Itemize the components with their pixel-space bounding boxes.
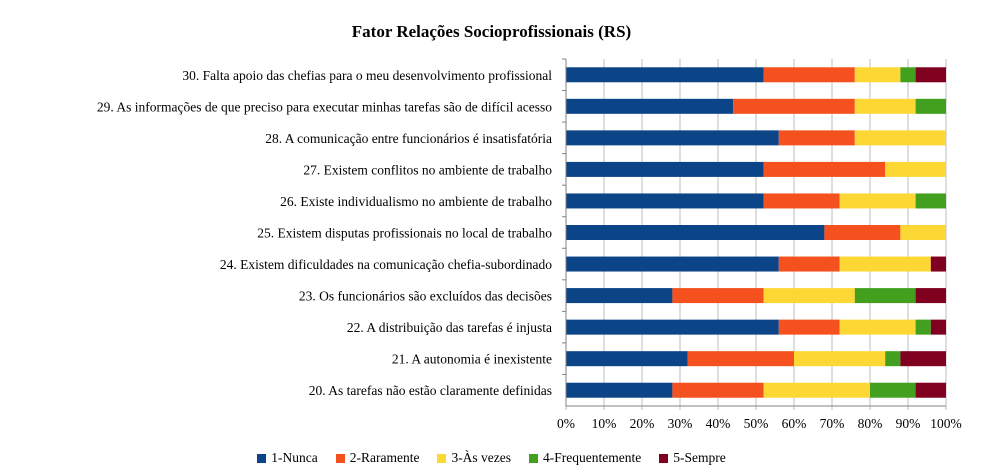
bar-segment	[854, 288, 916, 304]
legend-item: 2-Raramente	[335, 450, 420, 466]
bar-segment	[687, 351, 794, 367]
legend-item: 3-Às vezes	[437, 450, 511, 466]
x-tick-label: 80%	[858, 416, 883, 431]
x-tick-label: 10%	[592, 416, 617, 431]
bar-segment	[566, 225, 825, 240]
legend-swatch	[335, 453, 345, 463]
legend-label: 4-Frequentemente	[543, 450, 642, 465]
bar-segment	[778, 319, 840, 335]
bar-segment	[870, 382, 916, 398]
category-label: 24. Existem dificuldades na comunicação …	[220, 257, 552, 272]
bar-segment	[566, 288, 673, 304]
bar-segment	[839, 319, 916, 335]
bar-segment	[854, 130, 946, 146]
legend-swatch	[257, 453, 267, 463]
category-label: 26. Existe individualismo no ambiente de…	[280, 194, 552, 209]
x-tick-label: 60%	[782, 416, 807, 431]
bar-segment	[930, 256, 946, 272]
legend-item: 1-Nunca	[257, 450, 318, 466]
x-tick-label: 100%	[930, 416, 962, 431]
bar-segment	[566, 67, 764, 83]
category-label: 23. Os funcionários são excluídos das de…	[299, 289, 552, 304]
x-tick-label: 40%	[706, 416, 731, 431]
bar-segment	[763, 67, 855, 83]
category-label: 28. A comunicação entre funcionários é i…	[265, 131, 552, 146]
bar-segment	[763, 288, 855, 304]
x-tick-label: 30%	[668, 416, 693, 431]
bar-segment	[900, 351, 946, 367]
bar-segment	[824, 225, 901, 240]
category-label: 30. Falta apoio das chefias para o meu d…	[182, 68, 552, 83]
x-tick-label: 90%	[896, 416, 921, 431]
x-tick-label: 70%	[820, 416, 845, 431]
category-label: 21. A autonomia é inexistente	[392, 352, 552, 367]
bar-segment	[778, 256, 840, 272]
legend-swatch	[659, 453, 669, 463]
bar-segment	[915, 319, 931, 335]
category-label: 20. As tarefas não estão claramente defi…	[309, 383, 552, 398]
bar-segment	[854, 67, 901, 83]
legend-label: 3-Às vezes	[451, 450, 512, 465]
legend-swatch	[529, 453, 539, 463]
bar-segment	[566, 319, 779, 335]
bar-segment	[763, 161, 886, 177]
bar-segment	[915, 67, 946, 83]
bar-segment	[915, 382, 946, 398]
bar-segment	[566, 193, 764, 209]
legend-label: 2-Raramente	[349, 450, 420, 465]
bar-segment	[900, 67, 916, 83]
bar-segment	[672, 288, 764, 304]
chart-title: Fator Relações Socioprofissionais (RS)	[351, 22, 632, 41]
bar-segment	[794, 351, 886, 367]
legend-item: 4-Frequentemente	[529, 450, 641, 466]
bar-segment	[930, 319, 946, 335]
x-tick-label: 20%	[630, 416, 655, 431]
bar-segment	[733, 98, 855, 114]
bar-segment	[566, 130, 779, 146]
bar-segment	[839, 193, 916, 209]
legend-swatch	[437, 453, 447, 463]
bar-segment	[915, 193, 946, 209]
bar-segment	[885, 351, 901, 367]
legend: 1-Nunca 2-Raramente 3-Às vezes 4-Frequentem…	[0, 450, 983, 466]
bar-segment	[763, 382, 870, 398]
category-label: 27. Existem conflitos no ambiente de tra…	[303, 162, 552, 177]
category-label: 25. Existem disputas profissionais no lo…	[257, 226, 552, 241]
bar-segment	[566, 351, 688, 367]
bar-segment	[915, 288, 946, 304]
x-tick-label: 50%	[744, 416, 769, 431]
bar-segment	[900, 225, 946, 240]
legend-item: 5-Sempre	[659, 450, 726, 466]
legend-label: 5-Sempre	[673, 450, 726, 465]
bar-segment	[915, 98, 946, 114]
bar-segment	[885, 161, 946, 177]
bar-segment	[566, 161, 764, 177]
bar-segment	[566, 98, 734, 114]
bar-segment	[839, 256, 931, 272]
category-label: 29. As informações de que preciso para e…	[97, 99, 552, 114]
legend-label: 1-Nunca	[271, 450, 318, 465]
bar-segment	[763, 193, 840, 209]
bar-segment	[778, 130, 855, 146]
bar-segment	[566, 382, 673, 398]
x-tick-label: 0%	[557, 416, 575, 431]
bar-segment	[854, 98, 916, 114]
category-label: 22. A distribuição das tarefas é injusta	[347, 320, 552, 335]
bar-segment	[672, 382, 764, 398]
bar-segment	[566, 256, 779, 272]
